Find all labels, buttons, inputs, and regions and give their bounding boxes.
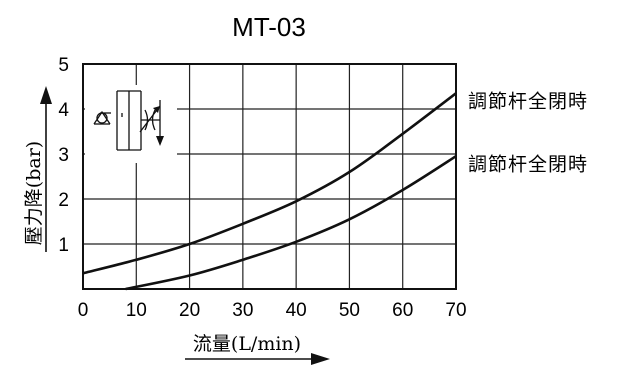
series-lines [82,92,457,291]
y-tick-label: 5 [58,55,69,76]
x-tick-label: 10 [126,300,147,321]
throttle-check-valve-symbol-icon [85,85,177,163]
series-line-2 [125,155,457,291]
y-axis-label: 壓力降(bar) [23,141,45,245]
x-tick-label: 50 [339,300,360,321]
x-tick-label: 60 [392,300,413,321]
y-axis-title-group: 壓力降(bar) [23,86,52,252]
plot-frame [82,63,457,290]
x-tick-label: 0 [78,300,89,321]
y-tick-label: 1 [58,235,69,256]
x-axis-arrow-icon [311,353,330,365]
series-line-1 [82,92,457,275]
x-tick-label: 40 [286,300,307,321]
x-tick-labels: 0 10 20 30 40 50 60 70 [78,300,467,321]
x-axis-label: 流量(L/min) [193,333,301,355]
series-label-1: 調節杆全閉時 [468,90,588,112]
y-tick-label: 2 [58,190,69,211]
y-tick-labels: 1 2 3 4 5 [58,55,69,256]
y-tick-label: 4 [58,100,69,121]
chart-title: MT-03 [232,12,306,42]
x-tick-label: 70 [445,300,466,321]
x-tick-label: 20 [179,300,200,321]
x-axis-title-group: 流量(L/min) [185,333,330,365]
series-label-2: 調節杆全閉時 [468,153,588,175]
y-tick-label: 3 [58,145,69,166]
x-tick-label: 30 [232,300,253,321]
y-axis-arrow-icon [40,86,52,104]
